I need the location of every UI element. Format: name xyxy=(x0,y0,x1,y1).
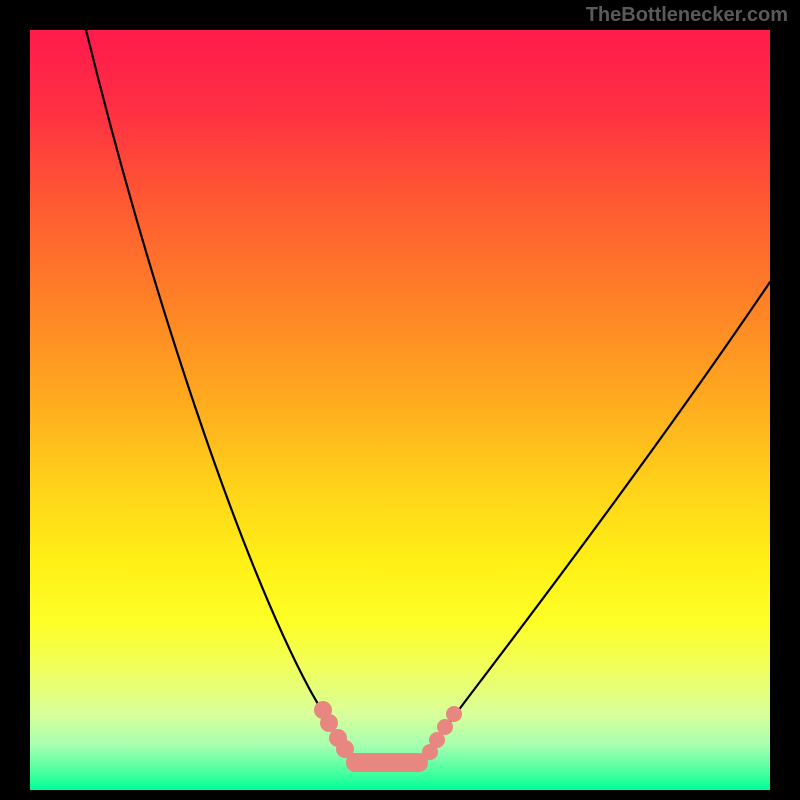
left-marker-1 xyxy=(320,714,338,732)
chart-svg xyxy=(30,30,770,790)
right-marker-0 xyxy=(446,706,462,722)
left-marker-3 xyxy=(336,740,354,758)
gradient-background xyxy=(30,30,770,790)
bottleneck-chart xyxy=(30,30,770,790)
right-marker-3 xyxy=(422,744,438,760)
bottom-marker-bar xyxy=(346,753,428,772)
watermark-text: TheBottlenecker.com xyxy=(586,4,788,27)
